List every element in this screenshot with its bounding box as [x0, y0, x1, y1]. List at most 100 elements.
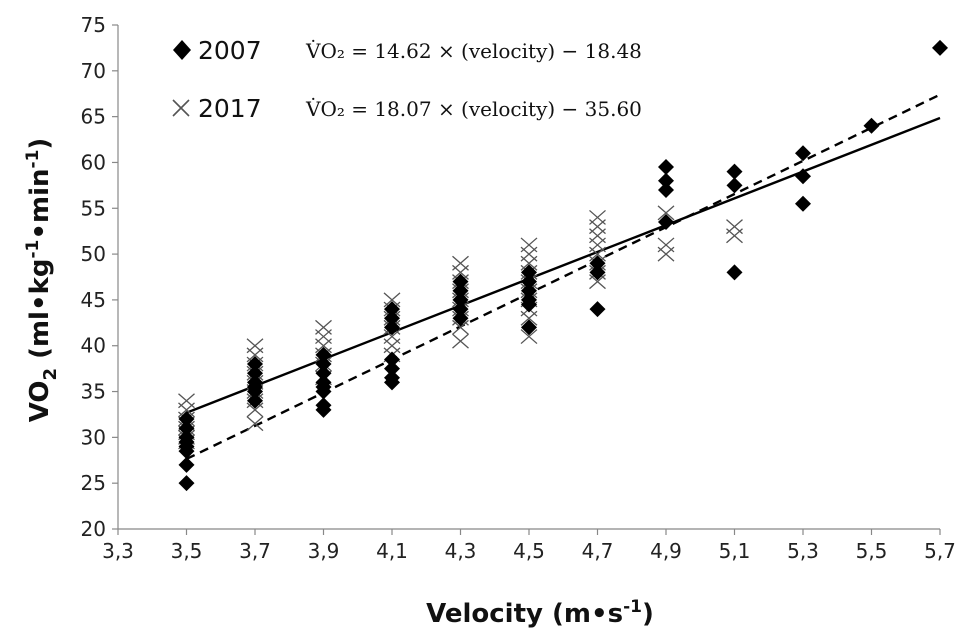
y-axis-ticks: 20 25 30 35 40 45 50 55 60 65 70 75 [81, 13, 118, 541]
x-axis-ticks: 3,3 3,5 3,7 3,9 4,1 4,3 4,5 4,7 4,9 5,1 5,3 5,5 5,7 [102, 529, 956, 563]
point-2007 [247, 392, 263, 409]
y-tick-label: 65 [81, 105, 106, 129]
point-2007 [315, 356, 332, 373]
point-2007 [452, 310, 469, 327]
point-2007 [521, 273, 537, 290]
point-2007 [315, 346, 332, 363]
y-tick-label: 35 [81, 380, 106, 404]
point-2007 [178, 456, 195, 473]
point-2007 [658, 172, 674, 189]
y-tick-label: 40 [81, 334, 106, 358]
y-tick-label: 20 [81, 517, 106, 541]
point-2007 [589, 264, 606, 281]
point-2007 [863, 117, 880, 134]
y-axis-title: VO2 (ml•kg-1•min-1) [23, 138, 61, 423]
x-tick-label: 4,5 [513, 539, 545, 563]
x-tick-label: 4,1 [376, 539, 408, 563]
point-2007 [315, 397, 332, 414]
fit-line-2007 [186, 116, 941, 414]
x-tick-label: 5,7 [924, 539, 956, 563]
diamond-marker-icon [173, 40, 191, 60]
point-2017 [246, 416, 264, 432]
point-2007 [452, 301, 469, 318]
point-2007 [658, 214, 674, 231]
point-2007 [795, 145, 811, 162]
point-2007 [452, 282, 469, 299]
x-tick-label: 3,7 [239, 539, 271, 563]
x-tick-label: 3,5 [171, 539, 203, 563]
equation-2007: V̇O₂ = 14.62 × (velocity) − 18.48 [305, 39, 642, 63]
point-2007 [315, 374, 332, 391]
regression-lines [185, 93, 941, 461]
y-tick-label: 55 [81, 196, 106, 220]
data-points [178, 39, 948, 492]
point-2007 [658, 159, 674, 176]
legend-label-2017: 2017 [198, 94, 262, 123]
point-2017 [589, 209, 606, 225]
point-2007 [726, 163, 743, 180]
legend: 2007 V̇O₂ = 14.62 × (velocity) − 18.48 2… [172, 36, 642, 123]
point-2007 [178, 411, 195, 428]
point-2007 [247, 374, 263, 391]
x-tick-label: 4,3 [445, 539, 477, 563]
point-2007 [315, 365, 332, 382]
x-tick-label: 3,9 [308, 539, 340, 563]
y-tick-label: 30 [81, 425, 106, 449]
point-2017 [383, 292, 401, 308]
y-tick-label: 70 [81, 59, 106, 83]
point-2007 [521, 264, 537, 281]
point-2017 [246, 338, 264, 354]
point-2007 [452, 273, 469, 290]
x-marker-icon [172, 99, 190, 117]
legend-label-2007: 2007 [198, 36, 262, 65]
y-tick-label: 45 [81, 288, 106, 312]
legend-entry-2017: 2017 V̇O₂ = 18.07 × (velocity) − 35.60 [172, 94, 642, 123]
x-tick-label: 5,3 [787, 539, 819, 563]
point-2017 [657, 205, 675, 221]
y-tick-label: 50 [81, 242, 106, 266]
point-2007 [178, 429, 195, 446]
y-tick-label: 25 [81, 471, 106, 495]
point-2017 [452, 333, 469, 349]
point-2007 [726, 264, 743, 281]
point-2007 [384, 369, 400, 386]
x-tick-label: 4,7 [582, 539, 614, 563]
point-2017 [178, 393, 195, 409]
point-2007 [384, 319, 400, 336]
y-tick-label: 60 [81, 150, 106, 174]
x-tick-label: 3,3 [102, 539, 134, 563]
point-2017 [315, 319, 332, 335]
point-2007 [384, 310, 400, 327]
point-2017 [452, 255, 469, 271]
point-2007 [247, 365, 263, 382]
x-axis-title: Velocity (m•s-1) [426, 597, 654, 629]
point-2007 [178, 475, 195, 492]
point-2007 [521, 319, 537, 336]
point-2007 [658, 181, 674, 198]
point-2007 [247, 356, 263, 373]
y-tick-label: 75 [81, 13, 106, 37]
legend-entry-2007: 2007 V̇O₂ = 14.62 × (velocity) − 18.48 [173, 36, 642, 65]
point-2007 [521, 282, 537, 299]
point-2007 [384, 360, 400, 377]
point-2017 [520, 329, 538, 345]
point-2007 [589, 255, 606, 272]
point-2007 [178, 420, 195, 437]
x-tick-label: 5,5 [856, 539, 888, 563]
point-2007 [452, 291, 469, 308]
point-2017 [657, 237, 675, 253]
point-2007 [589, 301, 606, 318]
equation-2017: V̇O₂ = 18.07 × (velocity) − 35.60 [305, 97, 642, 121]
point-2007 [384, 301, 400, 318]
point-2007 [521, 291, 537, 308]
point-2017 [726, 219, 743, 235]
point-2007 [726, 177, 743, 194]
point-2007 [932, 39, 948, 56]
fit-line-2017 [185, 93, 941, 461]
point-2017 [520, 237, 538, 253]
point-2007 [795, 195, 811, 212]
x-tick-label: 5,1 [719, 539, 751, 563]
point-2007 [795, 168, 811, 185]
x-tick-label: 4,9 [650, 539, 682, 563]
